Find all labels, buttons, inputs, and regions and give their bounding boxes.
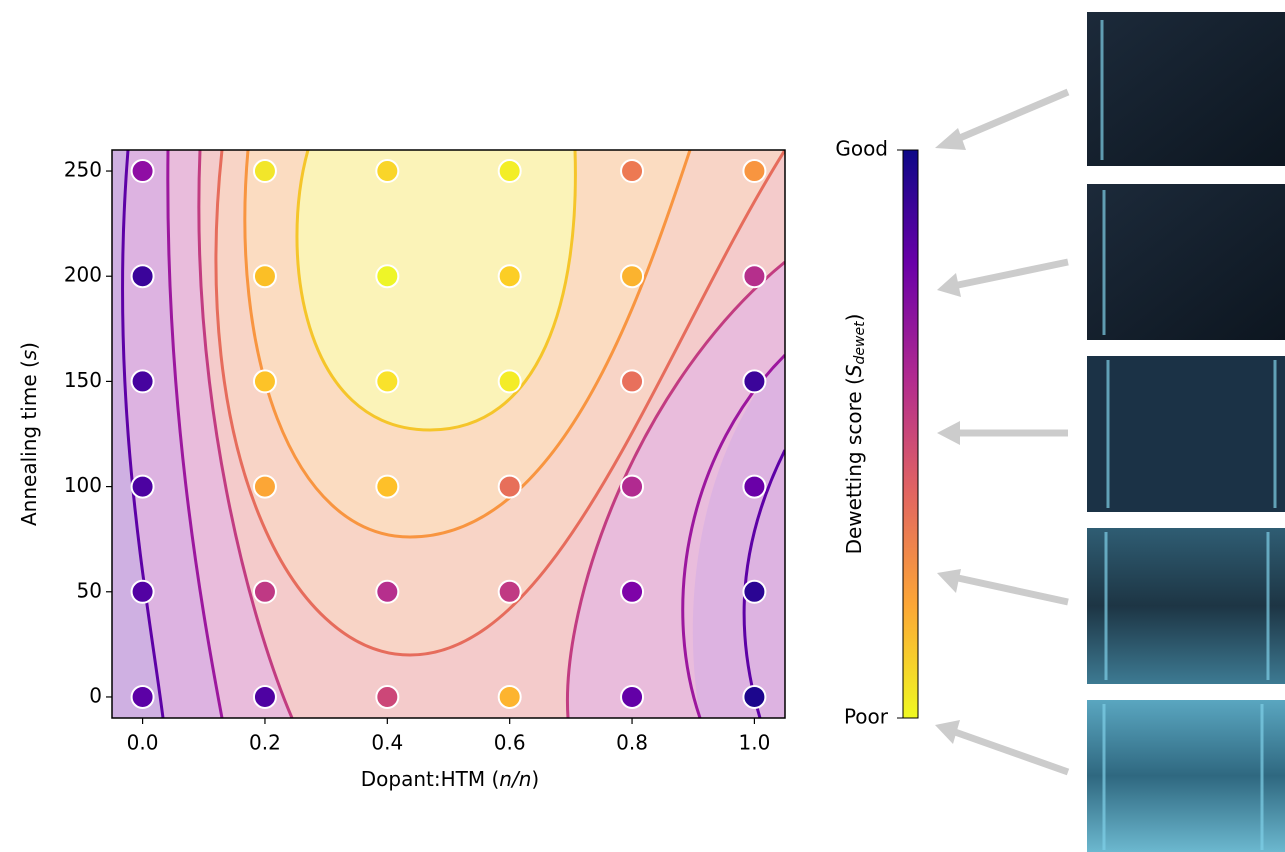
data-point bbox=[620, 264, 645, 289]
data-point bbox=[742, 684, 767, 709]
y-tick-label: 0 bbox=[89, 683, 102, 707]
data-point bbox=[497, 579, 522, 604]
data-point bbox=[375, 264, 400, 289]
data-point bbox=[252, 684, 277, 709]
data-point bbox=[620, 159, 645, 184]
data-point bbox=[620, 579, 645, 604]
data-point bbox=[742, 474, 767, 499]
colorbar bbox=[902, 149, 919, 719]
data-point bbox=[620, 684, 645, 709]
data-point bbox=[620, 369, 645, 394]
data-point bbox=[497, 159, 522, 184]
colorbar-label: Dewetting score (Sdewet) bbox=[842, 314, 869, 555]
data-point bbox=[130, 474, 155, 499]
y-tick-label: 100 bbox=[64, 473, 102, 497]
y-tick-label: 150 bbox=[64, 368, 102, 392]
data-point bbox=[375, 369, 400, 394]
y-tick-label: 250 bbox=[64, 158, 102, 182]
data-point bbox=[742, 264, 767, 289]
data-point bbox=[252, 264, 277, 289]
y-tick-label: 200 bbox=[64, 263, 102, 287]
x-tick-label: 0.0 bbox=[127, 731, 159, 755]
data-point bbox=[252, 474, 277, 499]
data-point bbox=[252, 369, 277, 394]
colorbar-top-label: Good bbox=[835, 137, 888, 161]
x-tick-label: 0.2 bbox=[249, 731, 281, 755]
sample-images bbox=[1087, 12, 1285, 852]
plot-frame bbox=[111, 149, 786, 719]
data-point bbox=[742, 579, 767, 604]
y-axis-label: Annealing time (s) bbox=[17, 342, 41, 526]
colorbar-bottom-label: Poor bbox=[844, 705, 889, 729]
data-point bbox=[497, 264, 522, 289]
data-point bbox=[742, 159, 767, 184]
data-point bbox=[130, 369, 155, 394]
data-point bbox=[130, 684, 155, 709]
x-tick-label: 0.6 bbox=[494, 731, 526, 755]
data-point bbox=[742, 369, 767, 394]
data-point bbox=[252, 159, 277, 184]
data-point bbox=[130, 264, 155, 289]
x-tick-label: 0.4 bbox=[371, 731, 403, 755]
x-tick-label: 0.8 bbox=[616, 731, 648, 755]
data-point bbox=[375, 159, 400, 184]
contour-field bbox=[112, 150, 785, 718]
data-point bbox=[620, 474, 645, 499]
data-point bbox=[497, 684, 522, 709]
data-point bbox=[497, 474, 522, 499]
y-tick-label: 50 bbox=[77, 578, 102, 602]
data-point bbox=[130, 579, 155, 604]
data-point bbox=[252, 579, 277, 604]
arrows bbox=[935, 88, 1070, 776]
data-point bbox=[130, 159, 155, 184]
x-axis-label: Dopant:HTM (n/n) bbox=[361, 767, 539, 791]
data-point bbox=[375, 474, 400, 499]
data-point bbox=[375, 684, 400, 709]
data-point bbox=[497, 369, 522, 394]
data-point bbox=[375, 579, 400, 604]
x-tick-label: 1.0 bbox=[739, 731, 771, 755]
